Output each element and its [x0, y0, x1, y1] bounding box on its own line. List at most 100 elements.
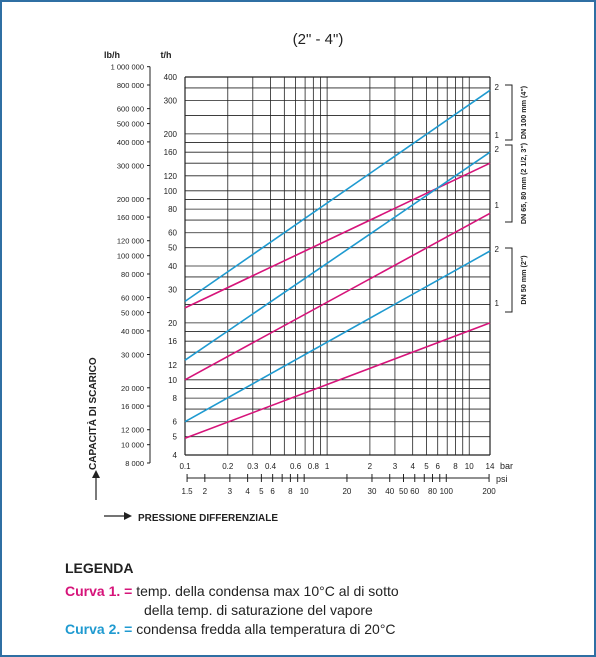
x-tick-label-psi: 4 — [245, 487, 250, 496]
x-tick-label-bar: 2 — [368, 462, 373, 471]
y-tick-label-th: 20 — [168, 319, 177, 328]
y-tick-label-th: 160 — [164, 148, 178, 157]
y-tick-label-lbh: 30 000 — [121, 351, 144, 360]
series-line — [184, 162, 491, 309]
x-tick-label-psi: 100 — [440, 487, 454, 496]
y-unit-left: lb/h — [104, 50, 120, 60]
x-tick-label-psi: 40 — [385, 487, 394, 496]
x-tick-label-bar: 5 — [424, 462, 429, 471]
x-tick-label-psi: 1.5 — [182, 487, 194, 496]
y-tick-label-lbh: 120 000 — [117, 237, 144, 246]
y-tick-label-lbh: 12 000 — [121, 426, 144, 435]
legend-title: LEGENDA — [65, 560, 134, 576]
legend-text-curve-2-line-1: condensa fredda alla temperatura di 20°C — [136, 621, 396, 637]
y-tick-label-th: 80 — [168, 205, 177, 214]
x-unit-bar: bar — [500, 461, 513, 471]
y-tick-label-lbh: 10 000 — [121, 441, 144, 450]
series-line — [184, 322, 491, 440]
x-axis-arrow-head — [124, 512, 132, 520]
y-tick-label-th: 400 — [164, 73, 178, 82]
y-tick-label-th: 40 — [168, 262, 177, 271]
x-tick-label-psi: 80 — [428, 487, 437, 496]
y-tick-label-th: 16 — [168, 337, 177, 346]
legend-text-curve-1-line-1: temp. della condensa max 10°C al di sott… — [136, 583, 399, 599]
x-tick-label-psi: 60 — [410, 487, 419, 496]
legend-text-curve-1-line-2: della temp. di saturazione del vapore — [144, 602, 373, 618]
y-tick-label-th: 4 — [173, 451, 178, 460]
x-tick-label-psi: 2 — [203, 487, 208, 496]
y-tick-label-lbh: 300 000 — [117, 162, 144, 171]
y-tick-label-th: 12 — [168, 361, 177, 370]
size-group-label: DN 50 mm (2") — [519, 255, 528, 305]
x-tick-label-psi: 20 — [342, 487, 351, 496]
x-tick-label-psi: 10 — [300, 487, 309, 496]
y-tick-label-th: 6 — [173, 418, 178, 427]
y-tick-label-th: 8 — [173, 394, 178, 403]
chart-marks: 4568101216203040506080100120160200300400… — [92, 63, 528, 520]
series-line — [184, 89, 491, 303]
y-tick-label-th: 100 — [164, 187, 178, 196]
series-line — [184, 250, 491, 423]
steam-trap-capacity-chart: (2" - 4") lb/h t/h PRESSIONE DIFFERENZIA… — [86, 31, 528, 524]
x-tick-label-psi: 50 — [399, 487, 408, 496]
y-unit-right: t/h — [161, 50, 172, 60]
size-group-bracket — [505, 247, 513, 313]
size-group-curve-number: 2 — [495, 245, 500, 254]
size-group-curve-number: 2 — [495, 83, 500, 92]
x-tick-label-bar: 0.2 — [222, 462, 234, 471]
y-tick-label-th: 30 — [168, 286, 177, 295]
y-tick-label-lbh: 16 000 — [121, 402, 144, 411]
x-tick-label-bar: 4 — [410, 462, 415, 471]
x-tick-label-bar: 10 — [465, 462, 474, 471]
x-tick-label-psi: 8 — [288, 487, 293, 496]
y-tick-label-th: 50 — [168, 244, 177, 253]
legend-item-curve-1-cont: della temp. di saturazione del vapore — [65, 601, 565, 620]
size-group-curve-number: 1 — [495, 131, 500, 140]
y-tick-label-th: 10 — [168, 376, 177, 385]
legend-item-curve-1: Curva 1. = temp. della condensa max 10°C… — [65, 582, 565, 601]
x-tick-label-bar: 3 — [393, 462, 398, 471]
series-line — [184, 151, 491, 361]
legend: LEGENDA Curva 1. = temp. della condensa … — [65, 560, 565, 639]
x-tick-label-bar: 0.4 — [265, 462, 277, 471]
x-tick-label-bar: 1 — [325, 462, 330, 471]
y-tick-label-th: 120 — [164, 172, 178, 181]
x-tick-label-bar: 6 — [435, 462, 440, 471]
x-tick-label-psi: 30 — [368, 487, 377, 496]
legend-key-curve-1: Curva 1. = — [65, 583, 133, 599]
x-tick-label-bar: 0.1 — [179, 462, 191, 471]
x-tick-label-psi: 200 — [482, 487, 496, 496]
y-tick-label-lbh: 600 000 — [117, 105, 144, 114]
y-tick-label-lbh: 800 000 — [117, 81, 144, 90]
legend-key-curve-2: Curva 2. = — [65, 621, 133, 637]
size-group-label: DN 65, 80 mm (2 1/2, 3") — [519, 142, 528, 224]
x-tick-label-bar: 8 — [453, 462, 458, 471]
y-tick-label-th: 60 — [168, 229, 177, 238]
size-group-curve-number: 2 — [495, 145, 500, 154]
size-group-bracket — [505, 84, 513, 141]
x-unit-psi: psi — [496, 474, 508, 484]
y-tick-label-lbh: 80 000 — [121, 270, 144, 279]
grid-lines — [184, 76, 491, 456]
y-axis-label: CAPACITÀ DI SCARICO — [86, 357, 99, 470]
x-tick-label-bar: 0.3 — [247, 462, 259, 471]
y-tick-label-lbh: 20 000 — [121, 384, 144, 393]
size-group-curve-number: 1 — [495, 299, 500, 308]
x-tick-label-bar: 0.6 — [290, 462, 302, 471]
y-tick-label-lbh: 500 000 — [117, 120, 144, 129]
x-axis-label: PRESSIONE DIFFERENZIALE — [138, 513, 278, 524]
y-tick-label-lbh: 200 000 — [117, 195, 144, 204]
x-tick-label-bar: 0.8 — [308, 462, 320, 471]
y-tick-label-lbh: 8 000 — [125, 459, 144, 468]
y-axis-arrow-head — [92, 470, 100, 478]
size-group-curve-number: 1 — [495, 201, 500, 210]
size-group-label: DN 100 mm (4") — [519, 85, 528, 139]
y-tick-label-lbh: 1 000 000 — [111, 63, 144, 72]
series-line — [184, 212, 491, 381]
y-tick-label-lbh: 160 000 — [117, 213, 144, 222]
y-tick-label-th: 200 — [164, 130, 178, 139]
size-group-bracket — [505, 144, 513, 223]
x-tick-label-psi: 5 — [259, 487, 264, 496]
y-tick-label-lbh: 50 000 — [121, 309, 144, 318]
